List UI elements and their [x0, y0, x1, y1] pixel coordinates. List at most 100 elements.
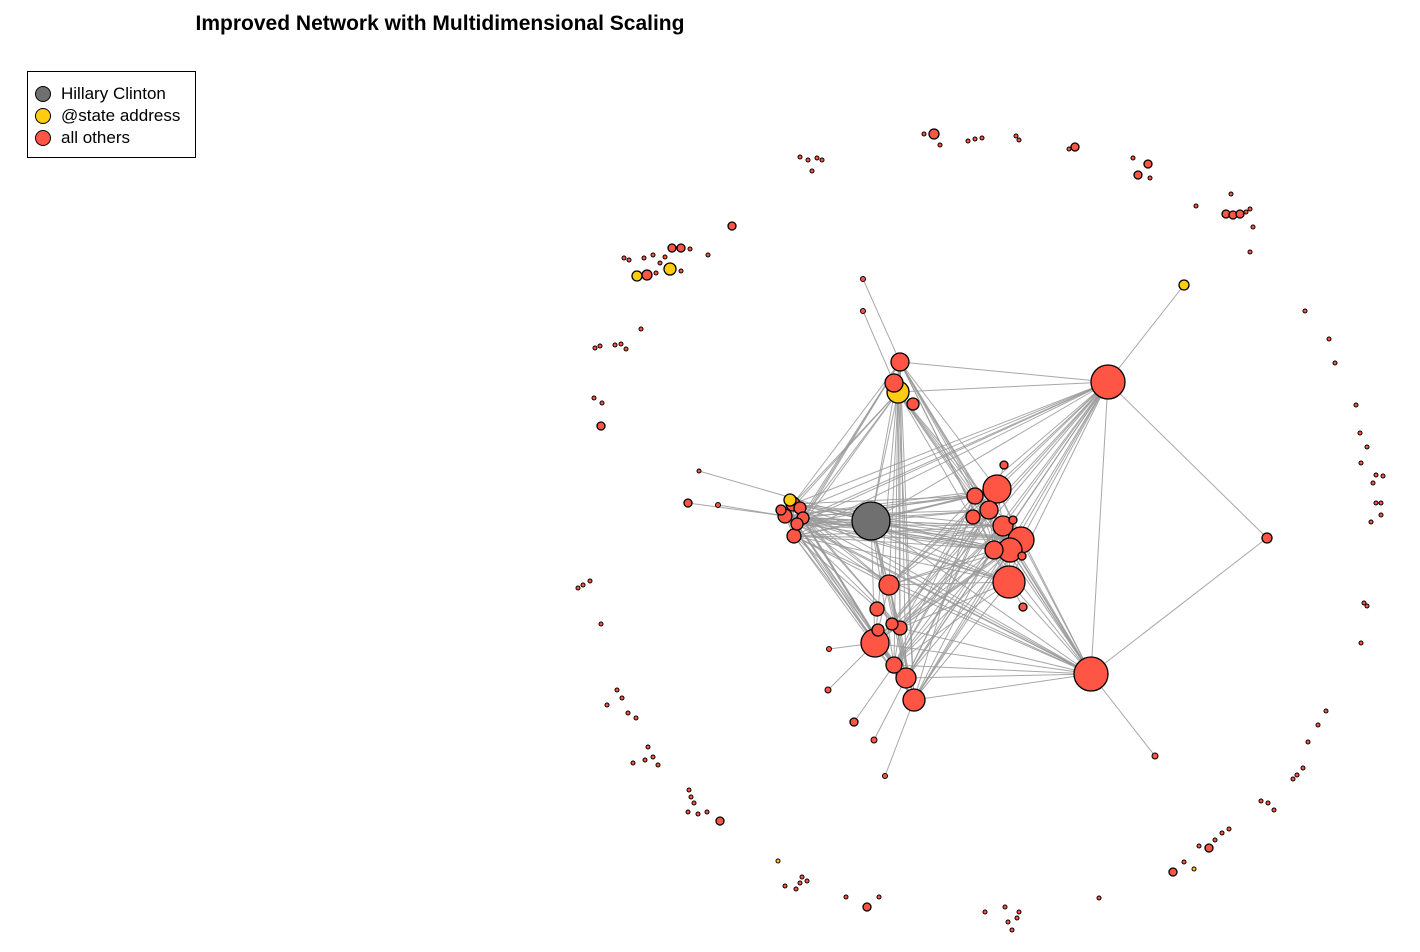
network-node: [982, 474, 1012, 504]
isolated-node: [1016, 137, 1022, 143]
isolated-node: [1243, 209, 1249, 215]
network-node: [1008, 515, 1018, 525]
isolated-node: [799, 874, 805, 880]
network-node: [884, 373, 904, 393]
isolated-node: [626, 257, 632, 263]
network-edge: [874, 361, 901, 644]
isolated-node: [641, 255, 647, 261]
network-edge: [884, 699, 915, 777]
network-node: [885, 656, 903, 674]
network-edge: [1020, 381, 1109, 541]
network-node: [979, 500, 999, 520]
network-edge: [873, 677, 907, 741]
isolated-node: [1002, 904, 1008, 910]
network-edge: [897, 391, 901, 629]
hillary-clinton-node: [851, 501, 891, 541]
network-edge: [792, 503, 1092, 675]
network-edge: [792, 381, 1109, 505]
network-node: [885, 617, 899, 631]
isolated-node: [642, 757, 648, 763]
network-edge: [792, 361, 901, 505]
network-edge: [796, 381, 1109, 525]
state-address-node: [775, 858, 781, 864]
isolated-node: [1016, 909, 1022, 915]
network-edge: [899, 361, 995, 551]
network-node: [890, 352, 910, 372]
isolated-node: [653, 270, 659, 276]
state-address-node: [663, 262, 677, 276]
network-node: [902, 688, 926, 712]
network-edge: [802, 391, 899, 519]
isolated-node: [937, 142, 943, 148]
isolated-node: [621, 255, 627, 261]
network-node: [1073, 656, 1109, 692]
isolated-node: [1271, 807, 1277, 813]
network-edge: [1107, 381, 1268, 539]
network-edge: [792, 495, 976, 505]
isolated-node: [685, 809, 691, 815]
isolated-node: [650, 252, 656, 258]
network-edge: [913, 495, 976, 701]
network-edge: [893, 549, 1011, 666]
isolated-node: [691, 800, 697, 806]
isolated-node: [1181, 859, 1187, 865]
isolated-node: [1193, 203, 1199, 209]
legend-item-state: @state address: [35, 106, 180, 126]
network-edge: [893, 549, 995, 666]
network-node: [860, 308, 866, 314]
isolated-node: [1358, 460, 1364, 466]
isolated-node: [598, 621, 604, 627]
isolated-node: [982, 909, 988, 915]
network-node: [849, 717, 859, 727]
state-address-node: [1178, 279, 1190, 291]
isolated-node: [843, 894, 849, 900]
isolated-node: [1219, 830, 1225, 836]
isolated-node: [1212, 837, 1218, 843]
legend-label-state: @state address: [61, 106, 181, 125]
isolated-node: [587, 578, 593, 584]
isolated-node: [1258, 798, 1264, 804]
network-node: [984, 540, 1004, 560]
network-edge: [853, 664, 895, 723]
isolated-node: [1357, 430, 1363, 436]
network-node: [992, 565, 1026, 599]
network-edge: [793, 391, 899, 537]
isolated-node: [805, 157, 811, 163]
isolated-node: [814, 155, 820, 161]
legend-label-hillary: Hillary Clinton: [61, 84, 166, 103]
isolated-node: [1361, 600, 1367, 606]
isolated-node: [1364, 603, 1370, 609]
isolated-node: [1353, 402, 1359, 408]
isolated-node: [1009, 927, 1015, 933]
state-address-node: [631, 270, 643, 282]
network-node: [683, 498, 693, 508]
isolated-node: [862, 902, 872, 912]
isolated-node: [1358, 640, 1364, 646]
network-edge: [796, 523, 1004, 527]
isolated-node: [1250, 224, 1256, 230]
isolated-node: [1323, 708, 1329, 714]
isolated-node: [876, 894, 882, 900]
isolated-node: [804, 878, 810, 884]
isolated-node: [597, 343, 603, 349]
isolated-node: [650, 754, 656, 760]
network-node: [999, 460, 1009, 470]
network-edge: [913, 581, 1010, 701]
network-edge: [899, 361, 998, 490]
isolated-node: [678, 268, 684, 274]
network-node: [1017, 551, 1027, 561]
network-edge: [897, 391, 915, 701]
isolated-node: [645, 744, 651, 750]
isolated-node: [695, 811, 701, 817]
network-node: [715, 502, 721, 508]
isolated-node: [1373, 500, 1379, 506]
isolated-node: [596, 421, 606, 431]
network-node: [790, 517, 804, 531]
network-node: [895, 667, 917, 689]
isolated-node: [1226, 826, 1232, 832]
network-edge: [905, 549, 995, 679]
legend-swatch-others-icon: [35, 130, 51, 146]
network-edge: [899, 361, 990, 511]
legend-swatch-hillary-icon: [35, 86, 51, 102]
isolated-node: [1294, 772, 1300, 778]
